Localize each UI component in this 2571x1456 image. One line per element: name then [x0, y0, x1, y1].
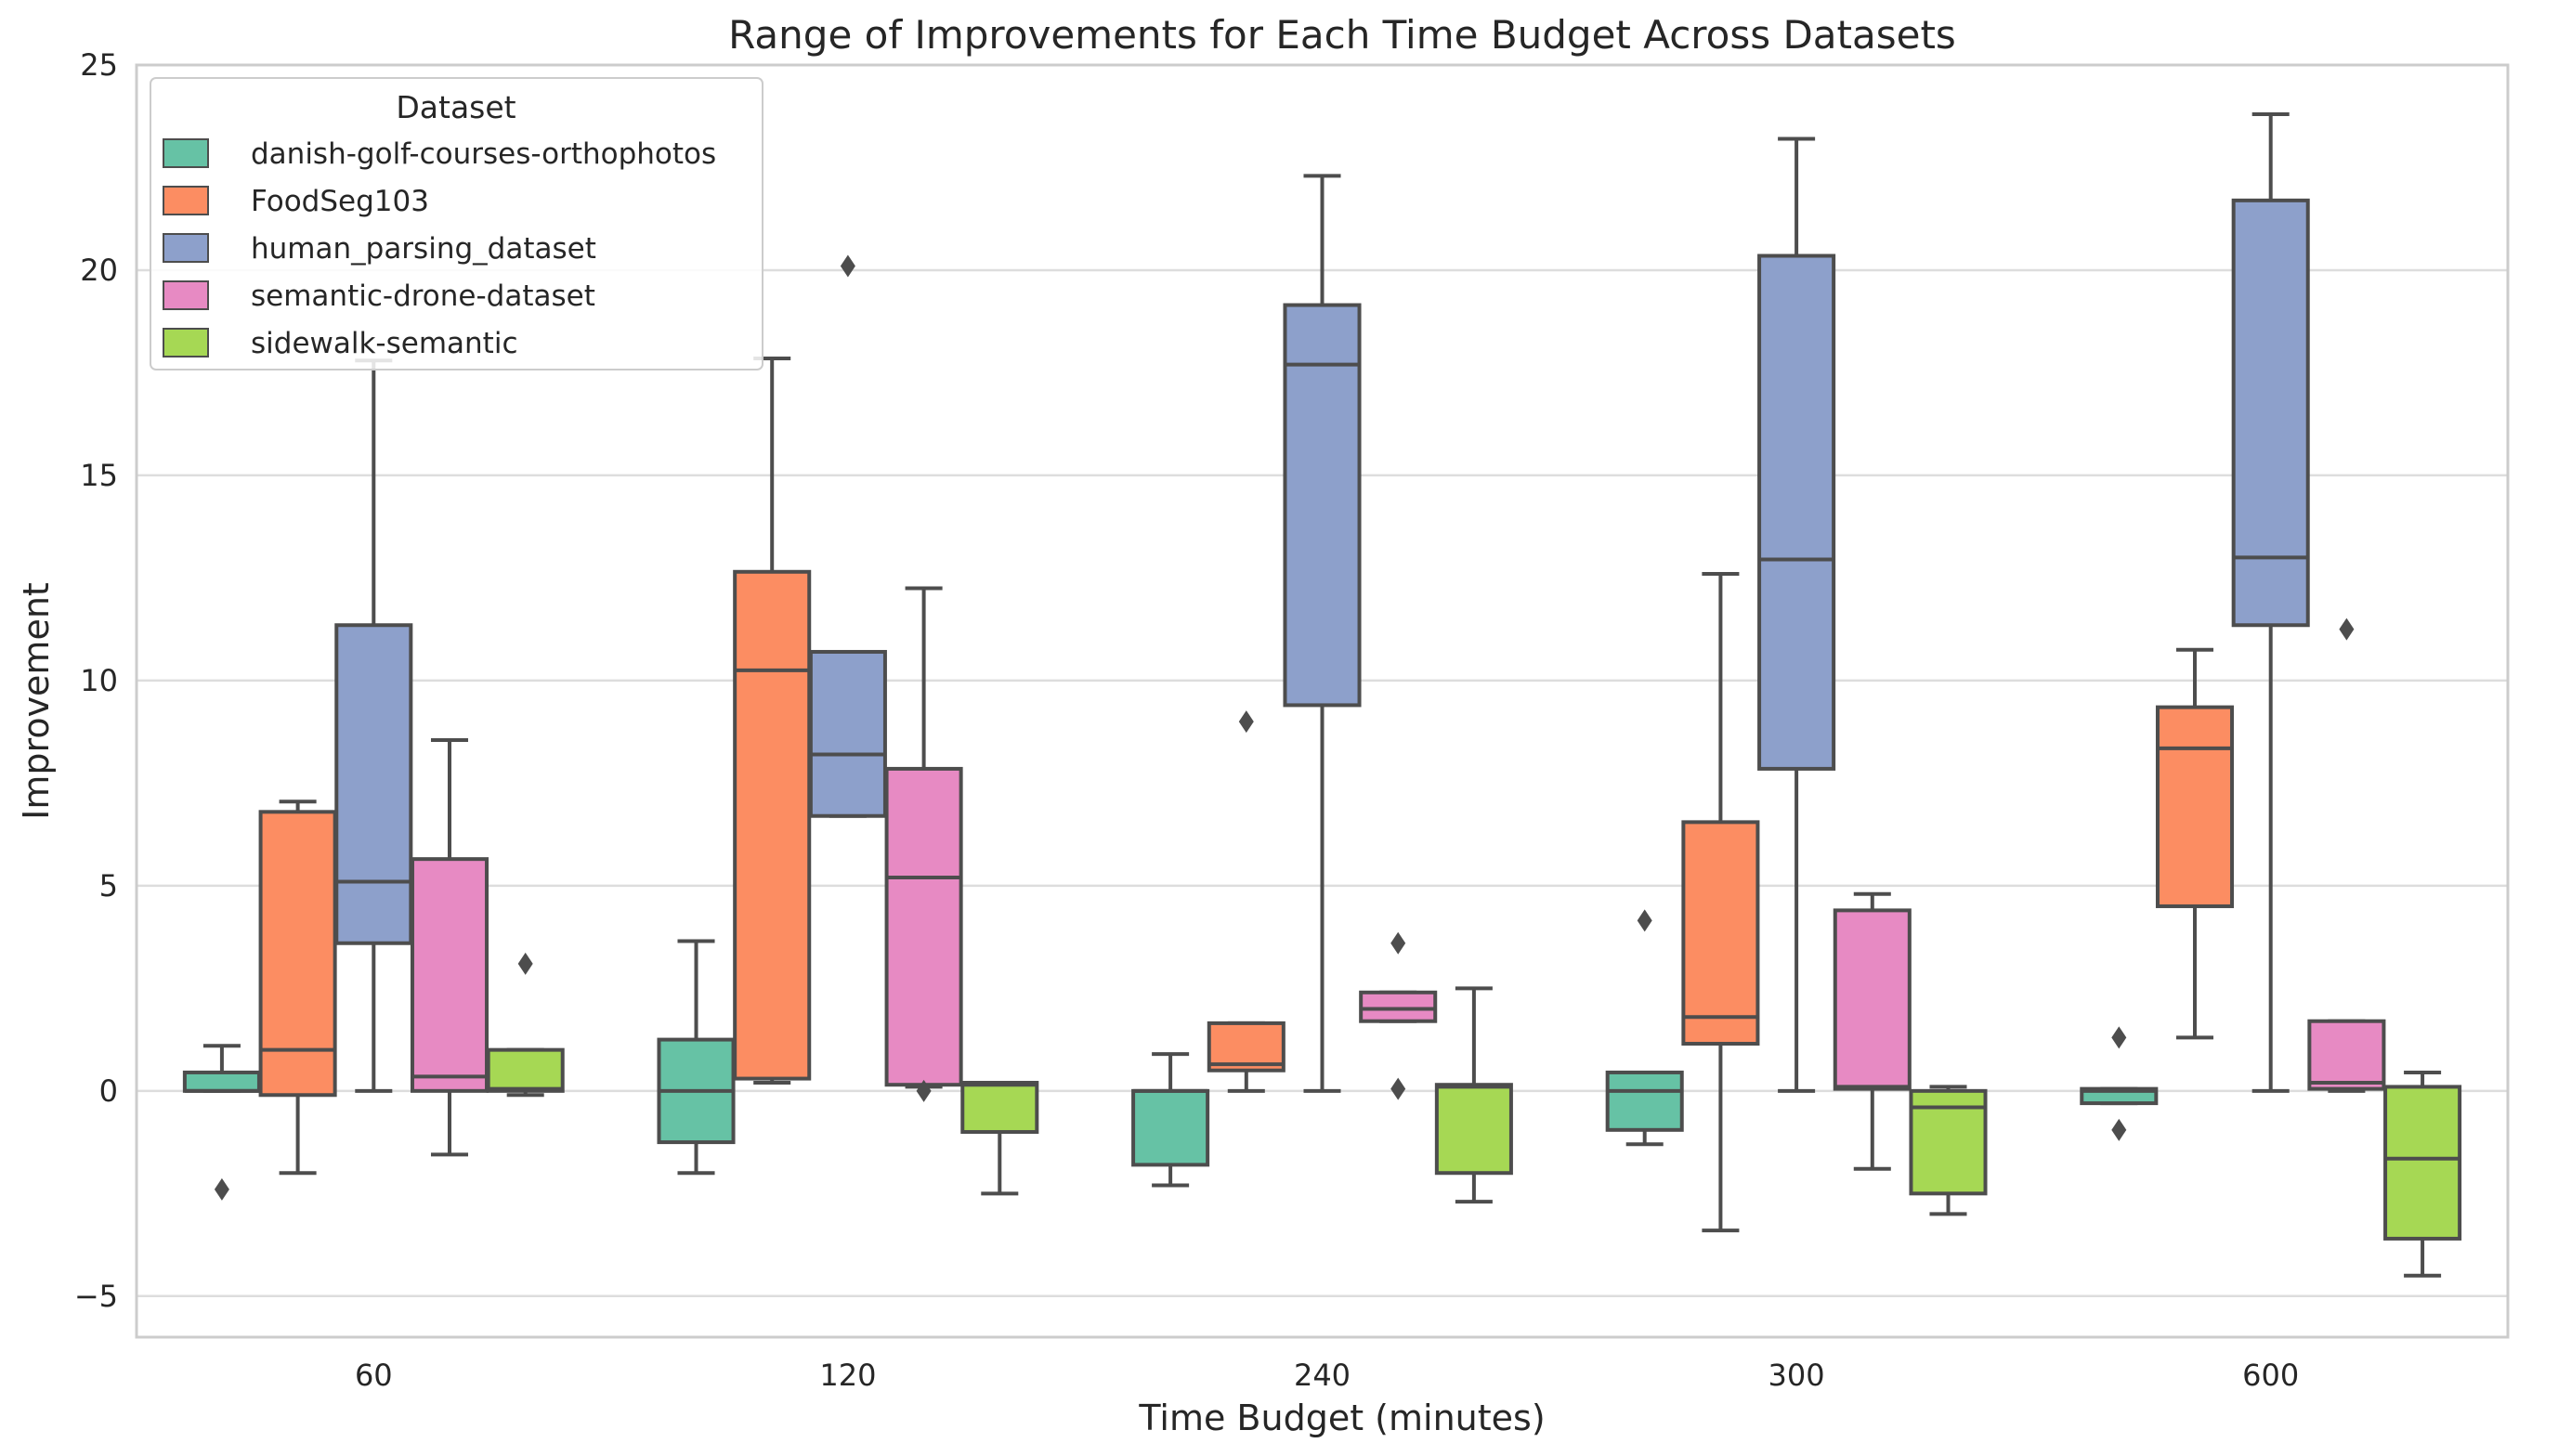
y-axis-label: Improvement	[16, 582, 57, 820]
legend-item: human_parsing_dataset	[163, 232, 596, 266]
box-body	[1757, 254, 1836, 771]
plot-area-frame	[135, 63, 2510, 1339]
box-sidewalk-semantic-60	[486, 952, 565, 1098]
box-sidewalk-semantic-600	[2383, 1070, 2462, 1278]
box-body	[1605, 1070, 1684, 1132]
box-body	[733, 569, 812, 1081]
x-axis-ticks: 60 120 240 300 600	[355, 1358, 2299, 1393]
box-body	[884, 766, 963, 1087]
outlier-point	[214, 1177, 229, 1201]
box-human_parsing_dataset-60	[334, 358, 413, 1093]
box-semantic-drone-dataset-240	[1359, 931, 1438, 1100]
y-tick-label: −5	[74, 1279, 118, 1314]
box-body	[2307, 1019, 2386, 1091]
outlier-point	[1390, 931, 1406, 955]
outlier-point	[517, 952, 533, 975]
legend-title: Dataset	[396, 89, 516, 125]
legend-swatch	[163, 138, 209, 168]
box-semantic-drone-dataset-120	[884, 586, 963, 1102]
legend-swatch	[163, 328, 209, 358]
box-human_parsing_dataset-600	[2231, 112, 2310, 1093]
outlier-point	[840, 254, 855, 278]
y-tick-label: 10	[80, 663, 118, 698]
box-human_parsing_dataset-240	[1283, 174, 1362, 1093]
y-tick-label: 5	[99, 868, 118, 904]
legend-label: human_parsing_dataset	[251, 232, 596, 266]
x-tick-label: 300	[1768, 1358, 1825, 1393]
box-body	[1833, 908, 1912, 1091]
box-body	[182, 1070, 261, 1093]
box-body	[334, 623, 413, 945]
box-danish-golf-courses-orthophotos-120	[657, 939, 736, 1176]
box-FoodSeg103-600	[2155, 647, 2235, 1040]
legend-item: sidewalk-semantic	[163, 327, 518, 360]
box-semantic-drone-dataset-300	[1833, 891, 1912, 1171]
box-body	[808, 649, 887, 818]
box-semantic-drone-dataset-600	[2307, 618, 2386, 1093]
y-tick-label: 25	[80, 47, 118, 83]
box-danish-golf-courses-orthophotos-60	[182, 1044, 261, 1201]
box-sidewalk-semantic-240	[1434, 986, 1513, 1204]
x-tick-label: 120	[819, 1358, 876, 1393]
y-tick-label: 20	[80, 253, 118, 288]
outlier-point	[1238, 710, 1254, 734]
box-sidewalk-semantic-300	[1909, 1085, 1988, 1216]
y-tick-label: 0	[99, 1073, 118, 1109]
outlier-point	[2111, 1118, 2127, 1141]
chart-title: Range of Improvements for Each Time Budg…	[728, 12, 1956, 58]
box-body	[258, 810, 337, 1098]
legend-swatch	[163, 233, 209, 263]
box-FoodSeg103-240	[1207, 710, 1286, 1093]
box-body	[960, 1081, 1039, 1135]
outlier-point	[1637, 909, 1652, 932]
legend-label: FoodSeg103	[251, 185, 429, 218]
box-human_parsing_dataset-300	[1757, 136, 1836, 1093]
legend-swatch	[163, 186, 209, 215]
legend-label: sidewalk-semantic	[251, 327, 518, 360]
legend-swatch	[163, 280, 209, 310]
box-body	[1434, 1083, 1513, 1176]
box-body	[2383, 1085, 2462, 1241]
box-body	[1681, 820, 1760, 1046]
box-semantic-drone-dataset-60	[410, 737, 489, 1157]
x-tick-label: 600	[2242, 1358, 2299, 1393]
legend-item: semantic-drone-dataset	[163, 280, 595, 313]
box-danish-golf-courses-orthophotos-300	[1605, 909, 1684, 1147]
outlier-point	[1390, 1077, 1406, 1100]
box-sidewalk-semantic-120	[960, 1081, 1039, 1196]
box-body	[410, 857, 489, 1093]
box-body	[486, 1047, 565, 1093]
x-tick-label: 60	[355, 1358, 393, 1393]
box-FoodSeg103-60	[258, 800, 337, 1176]
box-FoodSeg103-120	[733, 356, 812, 1085]
legend-label: semantic-drone-dataset	[251, 280, 595, 313]
outlier-point	[916, 1079, 932, 1102]
box-body	[1359, 990, 1438, 1023]
box-body	[2155, 705, 2235, 908]
y-tick-label: 15	[80, 458, 118, 493]
box-body	[2231, 198, 2310, 628]
box-body	[1131, 1088, 1210, 1167]
legend: Dataset danish-golf-courses-orthophotos F…	[150, 77, 763, 370]
box-plot-marks	[182, 112, 2462, 1278]
legend-frame	[150, 77, 763, 370]
outlier-point	[2111, 1026, 2127, 1049]
x-tick-label: 240	[1294, 1358, 1351, 1393]
legend-item: FoodSeg103	[163, 185, 429, 218]
box-danish-golf-courses-orthophotos-240	[1131, 1052, 1210, 1188]
y-axis-ticks: −5 0 5 10 15 20 25	[74, 47, 118, 1314]
box-FoodSeg103-300	[1681, 572, 1760, 1233]
legend-label: danish-golf-courses-orthophotos	[251, 137, 716, 171]
legend-item: danish-golf-courses-orthophotos	[163, 137, 716, 171]
x-axis-label: Time Budget (minutes)	[1138, 1398, 1545, 1438]
box-body	[1283, 303, 1362, 708]
box-danish-golf-courses-orthophotos-600	[2080, 1026, 2159, 1141]
outlier-point	[2339, 618, 2355, 641]
box-human_parsing_dataset-120	[808, 254, 887, 818]
